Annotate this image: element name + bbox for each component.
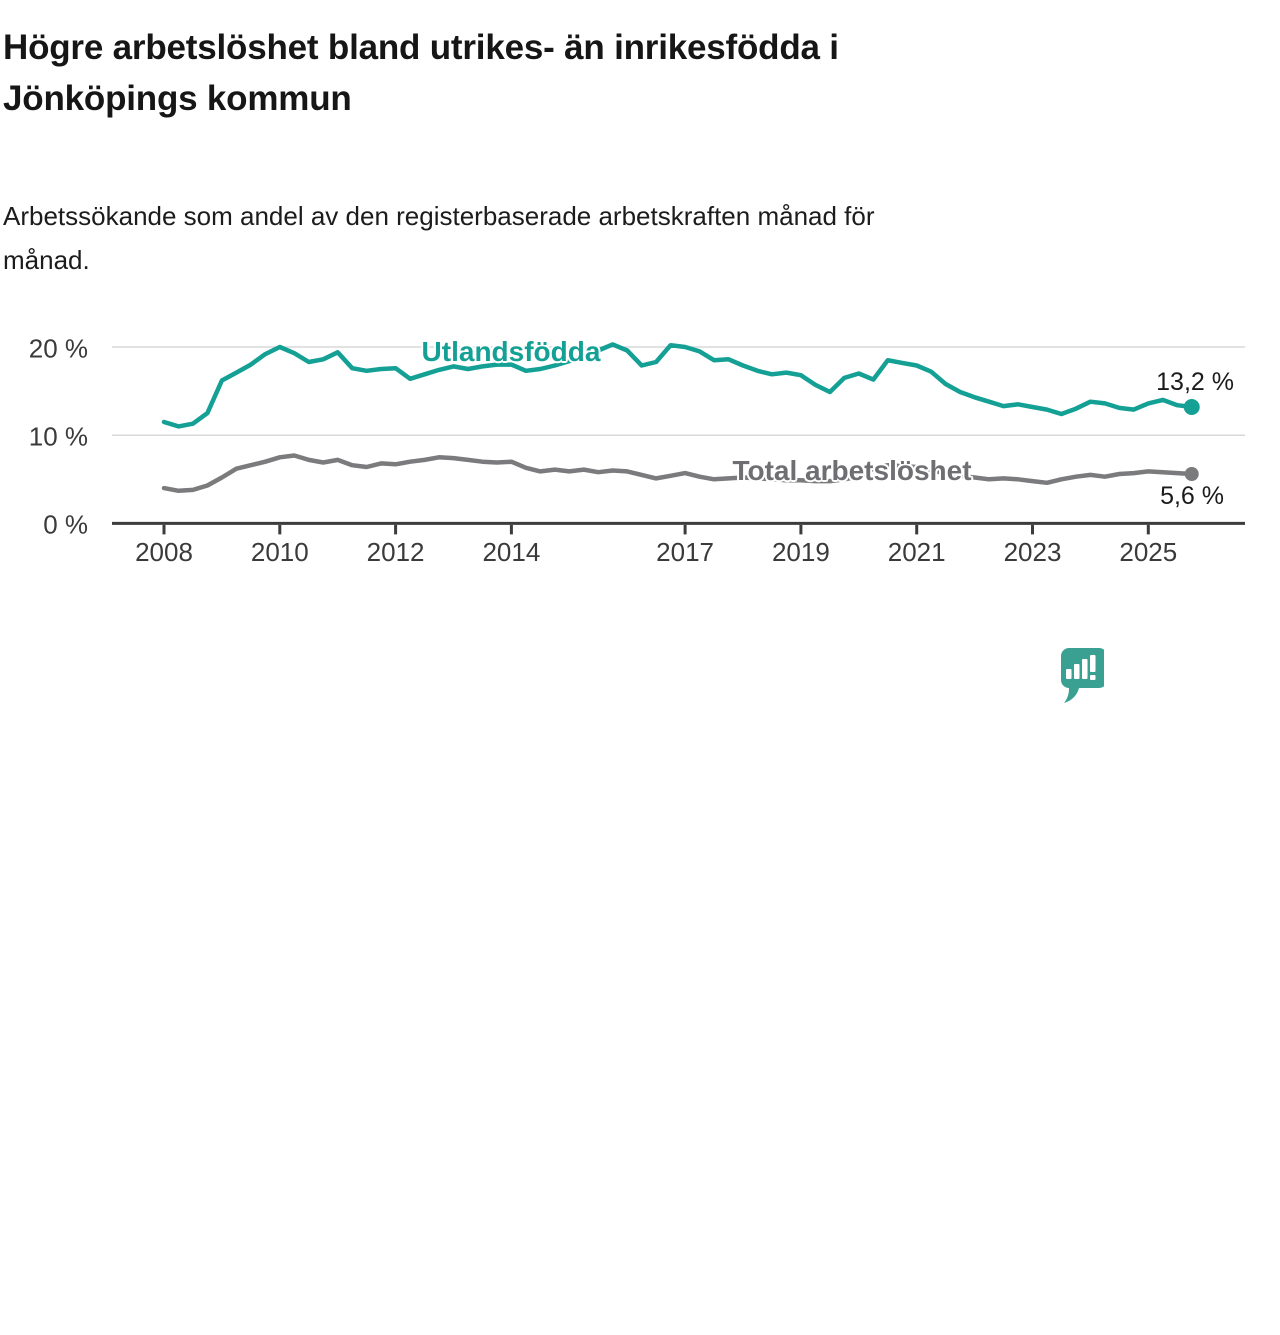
end-value-label-utlandsfodda: 13,2 % [1156, 368, 1234, 396]
page-title-line2: Jönköpings kommun [3, 79, 352, 118]
newsworthy-logo-icon [1061, 648, 1104, 703]
x-axis-label-2023: 2023 [1003, 537, 1062, 567]
series-endpoint-dot-0 [1183, 398, 1200, 415]
newsworthy-logo: Newsworthy [1054, 646, 1280, 708]
x-axis-label-2019: 2019 [771, 537, 830, 567]
series-line-1 [161, 453, 1194, 494]
x-axis-label-2012: 2012 [366, 537, 425, 567]
chart-subtitle: Arbetssökande som andel av den registerb… [3, 194, 1213, 282]
series-label-utlandsfodda: Utlandsfödda [421, 336, 601, 367]
page-title-line1: Högre arbetslöshet bland utrikes- än inr… [3, 28, 839, 67]
chart-subtitle-line1: Arbetssökande som andel av den registerb… [3, 201, 875, 231]
end-value-label-total: 5,6 % [1160, 482, 1224, 510]
x-axis-label-2014: 2014 [482, 537, 541, 567]
y-axis-label-20: 20 % [28, 333, 88, 364]
chart-subtitle-line2: månad. [3, 245, 90, 275]
page-title: Högre arbetslöshet bland utrikes- än inr… [3, 22, 1213, 124]
series-endpoint-dot-1 [1184, 467, 1199, 482]
logo-barchart-glyph [1066, 655, 1096, 680]
series-label-total-arbetsloshet: Total arbetslöshet [732, 455, 972, 486]
x-axis-label-2010: 2010 [250, 537, 309, 567]
x-axis-label-2008: 2008 [135, 537, 193, 567]
x-axis-label-2025: 2025 [1119, 537, 1178, 567]
series-line-0 [161, 342, 1194, 429]
y-axis-label-10: 10 % [28, 421, 88, 452]
y-axis-label-0: 0 % [43, 509, 88, 540]
x-axis-label-2021: 2021 [887, 537, 946, 567]
line-chart [112, 342, 1245, 535]
x-axis-label-2017: 2017 [656, 537, 715, 567]
